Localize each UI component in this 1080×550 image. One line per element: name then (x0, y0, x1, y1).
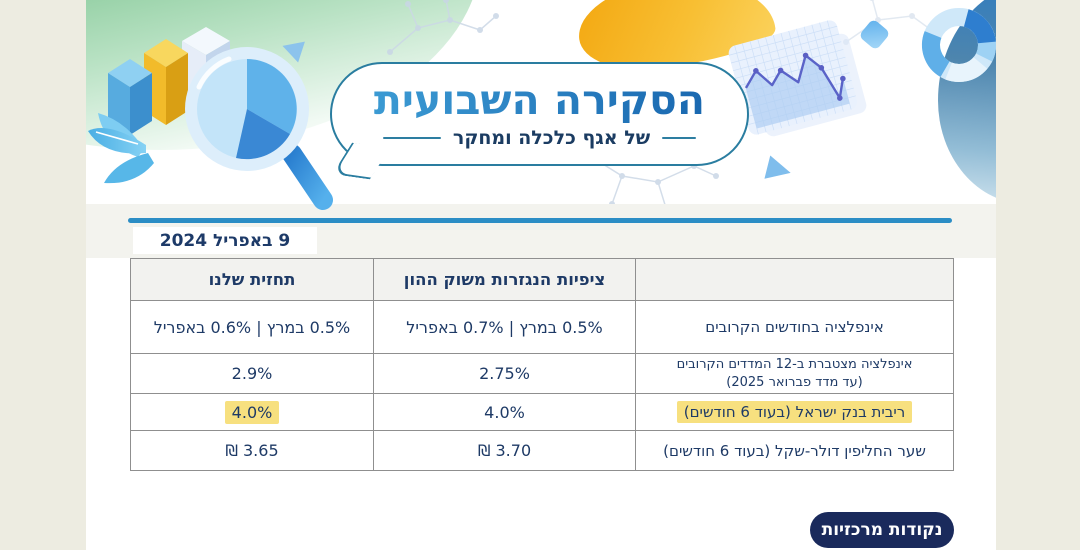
title-speech-bubble: הסקירה השבועית של אגף כלכלה ומחקר (330, 62, 749, 166)
our-forecast-cell: 4.0% (130, 393, 374, 432)
table-header-row: ציפיות הנגזרות משוק ההון תחזית שלנו (130, 258, 954, 301)
line-chart-illustration (728, 20, 867, 137)
date-label: 9 באפריל 2024 (133, 227, 317, 254)
speech-bubble-tail (332, 142, 390, 180)
constellation-doodle-icon (387, 0, 499, 55)
page-title: הסקירה השבועית (373, 76, 706, 125)
forecast-table-wrap: ציפיות הנגזרות משוק ההון תחזית שלנו אינפ… (130, 258, 954, 472)
magnifier-icon (185, 47, 333, 210)
page-subtitle-row: של אגף כלכלה ומחקר (382, 126, 697, 149)
newsletter-body: הסקירה השבועית של אגף כלכלה ומחקר 9 באפר… (86, 0, 996, 550)
our-forecast-cell: 2.9% (130, 352, 374, 395)
row-label-cell: ריבית בנק ישראל (בעוד 6 חודשים) (635, 393, 954, 432)
market-expectation-cell: 3.70 ₪ (373, 430, 636, 472)
header-illustration: הסקירה השבועית של אגף כלכלה ומחקר (86, 0, 996, 215)
our-forecast-column-header: תחזית שלנו (130, 258, 374, 301)
page-subtitle: של אגף כלכלה ומחקר (452, 126, 651, 149)
magnifier-bars-illustration (88, 27, 333, 210)
table-row: ריבית בנק ישראל (בעוד 6 חודשים) 4.0% 4.0% (130, 393, 954, 432)
subtitle-dash (382, 136, 441, 139)
our-forecast-cell: 3.65 ₪ (130, 430, 374, 472)
row-label-column-header (635, 258, 954, 301)
subtitle-dash (662, 136, 697, 139)
row-label-cell: אינפלציה מצטברת ב-12 המדדים הקרובים (עד מ… (635, 352, 954, 395)
row-label-cell: אינפלציה בחודשים הקרובים (635, 300, 954, 354)
key-points-badge: נקודות מרכזיות (810, 512, 954, 548)
row-label-cell: שער החליפין דולר-שקל (בעוד 6 חודשים) (635, 430, 954, 472)
market-expectations-column-header: ציפיות הנגזרות משוק ההון (373, 258, 636, 301)
table-row: אינפלציה מצטברת ב-12 המדדים הקרובים (עד מ… (130, 352, 954, 395)
our-forecast-cell: 0.5% במרץ | 0.6% באפריל (130, 300, 374, 354)
market-expectation-cell: 2.75% (373, 352, 636, 395)
blue-divider (128, 218, 952, 223)
forecast-table: ציפיות הנגזרות משוק ההון תחזית שלנו אינפ… (130, 258, 954, 472)
forecast-table-body: אינפלציה בחודשים הקרובים 0.5% במרץ | 0.7%… (130, 300, 954, 472)
market-expectation-cell: 4.0% (373, 393, 636, 432)
market-expectation-cell: 0.5% במרץ | 0.7% באפריל (373, 300, 636, 354)
leaves-illustration (88, 113, 154, 184)
table-row: שער החליפין דולר-שקל (בעוד 6 חודשים) 3.70… (130, 430, 954, 472)
donut-chart-illustration (922, 8, 996, 82)
triangle-decoration (764, 155, 794, 185)
table-row: אינפלציה בחודשים הקרובים 0.5% במרץ | 0.7%… (130, 300, 954, 354)
